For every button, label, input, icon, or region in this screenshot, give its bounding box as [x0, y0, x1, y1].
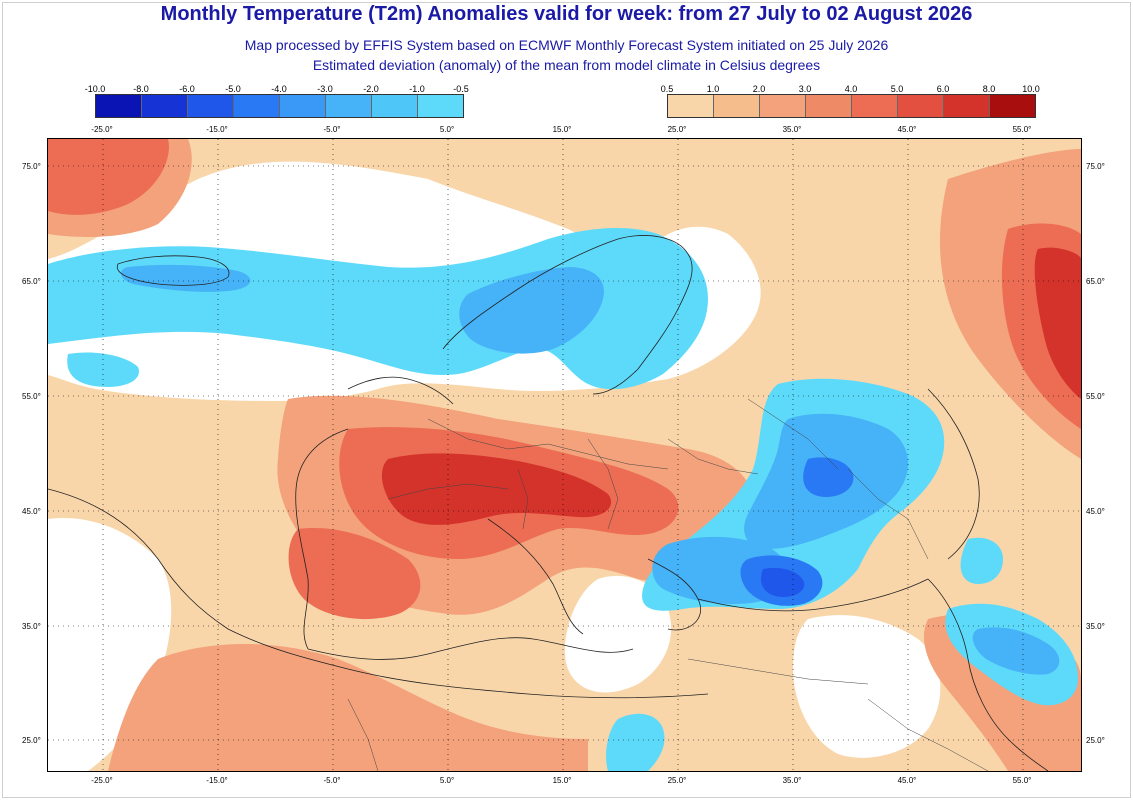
cold-legend-label: -2.0: [363, 84, 379, 94]
warm-legend-label: 8.0: [982, 84, 996, 94]
cold-anomaly-6-8: [760, 567, 805, 597]
warm-legend-swatch: [944, 95, 990, 117]
lon-label-top: -15.0°: [206, 125, 228, 134]
warm-anomaly-5-8: [381, 247, 1081, 525]
coastlines: [48, 235, 1049, 771]
cold-legend-label: -6.0: [179, 84, 195, 94]
lon-label-bottom: -5.0°: [323, 776, 341, 785]
warm-legend-swatch: [714, 95, 760, 117]
lat-label-left: 55.0°: [22, 392, 41, 401]
lon-label-top: -5.0°: [323, 125, 341, 134]
lon-label-bottom: 5.0°: [439, 776, 455, 785]
lat-label-left: 75.0°: [22, 162, 41, 171]
map-title: Monthly Temperature (T2m) Anomalies vali…: [160, 3, 973, 25]
lon-label-bottom: 25.0°: [667, 776, 687, 785]
cold-legend-label: -4.0: [271, 84, 287, 94]
lat-label-left: 65.0°: [22, 277, 41, 286]
map-subtitle-processing: Map processed by EFFIS System based on E…: [244, 37, 889, 53]
lat-label-right: 35.0°: [1086, 622, 1105, 631]
cold-legend-swatch: [280, 95, 326, 117]
cold-legend-swatch: [188, 95, 234, 117]
lon-label-bottom: -25.0°: [91, 776, 113, 785]
warm-legend-label: 1.0: [706, 84, 720, 94]
warm-legend-label: 5.0: [890, 84, 904, 94]
warm-legend-label: 6.0: [936, 84, 950, 94]
warm-legend-swatch: [852, 95, 898, 117]
warm-legend-swatch: [668, 95, 714, 117]
cold-legend-swatch: [96, 95, 142, 117]
warm-legend-label: 4.0: [844, 84, 858, 94]
warm-legend-swatch: [898, 95, 944, 117]
warm-legend-label: 2.0: [752, 84, 766, 94]
warm-legend-label: 0.5: [660, 84, 674, 94]
warm-legend-swatch: [990, 95, 1035, 117]
lon-label-top: 45.0°: [897, 125, 917, 134]
lat-label-right: 75.0°: [1086, 162, 1105, 171]
cold-legend-swatch: [234, 95, 280, 117]
lat-label-right: 25.0°: [1086, 736, 1105, 745]
graticule: [48, 139, 1081, 771]
lon-label-top: -25.0°: [91, 125, 113, 134]
lon-label-bottom: 15.0°: [552, 776, 572, 785]
lon-label-bottom: 55.0°: [1012, 776, 1032, 785]
lon-label-top: 55.0°: [1012, 125, 1032, 134]
lat-label-right: 55.0°: [1086, 392, 1105, 401]
anomaly-map[interactable]: [47, 138, 1082, 772]
lat-label-left: 45.0°: [22, 507, 41, 516]
cold-legend-label: -3.0: [317, 84, 333, 94]
lon-label-top: 25.0°: [667, 125, 687, 134]
country-borders: [347, 398, 989, 771]
lon-label-bottom: -15.0°: [206, 776, 228, 785]
lat-label-right: 45.0°: [1086, 507, 1105, 516]
cold-legend-swatch: [372, 95, 418, 117]
lat-label-left: 25.0°: [22, 736, 41, 745]
cold-legend-label: -5.0: [225, 84, 241, 94]
lat-label-right: 65.0°: [1086, 277, 1105, 286]
cold-legend-label: -0.5: [453, 84, 469, 94]
cold-legend-swatch: [326, 95, 372, 117]
warm-legend-swatch: [760, 95, 806, 117]
cold-legend-bar: [95, 94, 464, 118]
cold-legend-label: -10.0: [84, 84, 106, 94]
cold-legend-swatch: [418, 95, 463, 117]
cold-legend-label: -8.0: [133, 84, 149, 94]
cold-legend-swatch: [142, 95, 188, 117]
map-subtitle-units: Estimated deviation (anomaly) of the mea…: [312, 57, 821, 73]
warm-legend-swatch: [806, 95, 852, 117]
lon-label-top: 5.0°: [439, 125, 455, 134]
cold-legend-label: -1.0: [409, 84, 425, 94]
lon-label-top: 35.0°: [782, 125, 802, 134]
lon-label-top: 15.0°: [552, 125, 572, 134]
warm-legend-bar: [667, 94, 1036, 118]
anomaly-map-canvas: [48, 139, 1081, 771]
lat-label-left: 35.0°: [22, 622, 41, 631]
warm-legend-label: 3.0: [798, 84, 812, 94]
lon-label-bottom: 45.0°: [897, 776, 917, 785]
warm-legend-label: 10.0: [1022, 84, 1040, 94]
lon-label-bottom: 35.0°: [782, 776, 802, 785]
